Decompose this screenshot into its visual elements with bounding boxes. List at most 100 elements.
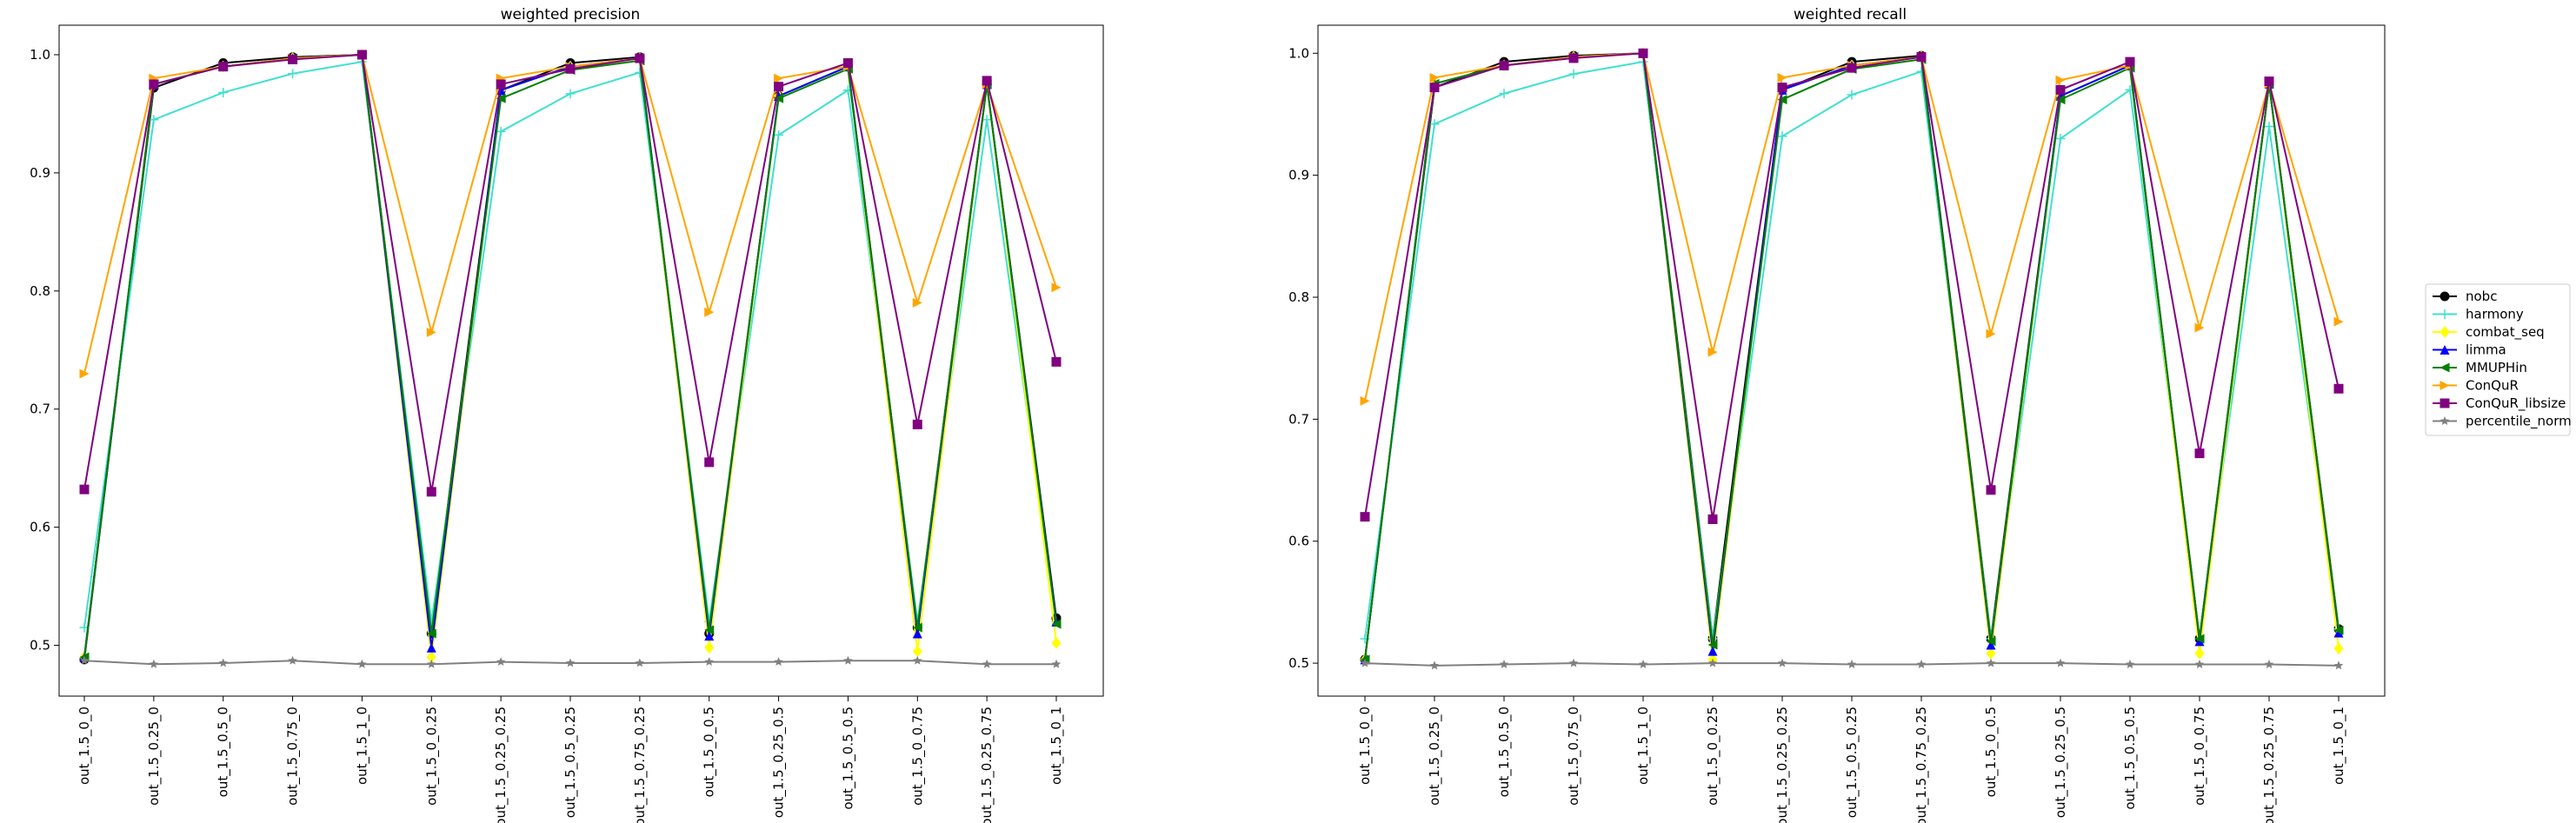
y-tick-label: 0.5 — [30, 638, 50, 654]
data-point — [1777, 658, 1787, 667]
legend-entry-limma: limma — [2433, 342, 2506, 358]
x-tick-label: out_1.5_0.5_0.25 — [1844, 707, 1860, 818]
data-point — [1499, 89, 1509, 99]
data-point — [356, 50, 367, 60]
y-tick-label: 0.7 — [1288, 411, 1309, 427]
data-point — [79, 655, 90, 665]
data-point — [1499, 660, 1509, 668]
data-point — [774, 82, 784, 92]
data-point — [357, 659, 367, 668]
data-point — [288, 655, 297, 665]
data-point — [565, 63, 576, 74]
legend-frame — [2425, 283, 2571, 436]
data-point — [774, 657, 783, 667]
x-tick-label: out_1.5_0_1 — [1048, 707, 1065, 785]
data-point — [149, 659, 159, 668]
data-point — [2333, 627, 2344, 638]
data-point — [218, 62, 229, 72]
data-point — [288, 54, 298, 64]
data-point — [2055, 95, 2066, 105]
series-percentile_norm — [1360, 658, 2344, 670]
series-ConQuR_libsize — [79, 50, 1062, 497]
data-point — [1916, 51, 1927, 62]
x-tick-label: out_1.5_0_0.25 — [423, 707, 440, 806]
data-point — [496, 126, 506, 136]
y-tick-label: 0.6 — [1288, 534, 1309, 549]
data-point — [2194, 660, 2205, 668]
data-point — [1568, 69, 1579, 79]
data-point — [2125, 56, 2135, 67]
y-tick-label: 0.8 — [30, 283, 50, 299]
x-tick-label: out_1.5_0.25_0.5 — [2053, 707, 2069, 818]
plot-area — [79, 49, 1062, 668]
data-point — [496, 93, 506, 103]
x-tick-label: out_1.5_0_0 — [77, 707, 93, 785]
data-point — [1499, 60, 1509, 70]
data-point — [2333, 660, 2344, 670]
y-tick-label: 0.8 — [1288, 289, 1309, 305]
legend-entry-ConQuR: ConQuR — [2433, 378, 2519, 394]
data-point — [2055, 84, 2066, 95]
data-point — [2333, 625, 2344, 635]
data-point — [79, 484, 90, 494]
data-point — [704, 307, 715, 317]
data-point — [496, 85, 506, 96]
chart-title: weighted recall — [1794, 6, 1907, 23]
y-tick-label: 0.6 — [30, 520, 50, 535]
x-tick-label: out_1.5_0.5_0.25 — [562, 707, 579, 818]
legend-entry-percentile_norm: percentile_norm — [2433, 414, 2572, 430]
chart-title: weighted precision — [501, 6, 641, 23]
data-point — [1638, 48, 1648, 58]
data-point — [912, 628, 922, 639]
data-point — [2194, 636, 2205, 647]
data-point — [2194, 647, 2205, 660]
x-tick-label: out_1.5_0_0.75 — [2192, 707, 2208, 806]
data-point — [704, 457, 715, 468]
y-tick-label: 0.7 — [30, 402, 50, 417]
y-axis: 0.5 0.6 0.7 0.8 0.9 1.0 — [1288, 45, 1318, 671]
data-point — [426, 628, 436, 639]
data-point — [635, 53, 645, 63]
data-point — [1429, 83, 1440, 93]
data-point — [565, 658, 576, 667]
legend-entry-nobc: nobc — [2433, 289, 2497, 304]
y-tick-label: 0.9 — [30, 165, 50, 181]
data-point — [1707, 347, 1718, 357]
x-tick-label: out_1.5_0.5_0.5 — [840, 707, 856, 810]
data-point — [426, 327, 436, 337]
data-point — [843, 655, 853, 665]
data-point — [1051, 619, 1062, 629]
data-point — [1051, 659, 1062, 668]
data-point — [426, 642, 436, 653]
data-point — [2125, 660, 2135, 668]
data-point — [1777, 95, 1787, 105]
data-point — [1777, 83, 1787, 93]
x-tick-label: out_1.5_1_0 — [1635, 707, 1652, 785]
data-point — [1051, 636, 1062, 649]
legend-entry-ConQuR_libsize: ConQuR_libsize — [2433, 395, 2566, 412]
data-point — [1847, 90, 1857, 100]
data-point — [912, 419, 922, 429]
x-tick-label: out_1.5_0.75_0.25 — [1914, 707, 1930, 823]
y-tick-label: 1.0 — [30, 47, 50, 63]
data-point — [2055, 134, 2066, 144]
data-point — [2055, 658, 2066, 667]
x-tick-label: out_1.5_0.5_0.5 — [2122, 707, 2139, 810]
x-tick-label: out_1.5_0.5_0 — [1496, 707, 1513, 797]
data-point — [1986, 647, 1996, 660]
x-tick-label: out_1.5_0_0.5 — [1983, 707, 2000, 797]
data-point — [1777, 72, 1787, 83]
x-tick-label: out_1.5_0_0 — [1357, 707, 1374, 785]
data-point — [1429, 72, 1440, 83]
data-point — [149, 79, 159, 90]
data-point — [1986, 485, 1996, 495]
data-point — [982, 76, 992, 86]
legend-label: ConQuR — [2466, 378, 2519, 394]
x-tick-label: out_1.5_0.5_0 — [216, 707, 232, 797]
data-point — [1707, 646, 1718, 656]
data-point — [2264, 76, 2274, 87]
data-point — [1986, 658, 1996, 667]
data-point — [1916, 660, 1927, 668]
legend-marker — [2440, 381, 2450, 390]
